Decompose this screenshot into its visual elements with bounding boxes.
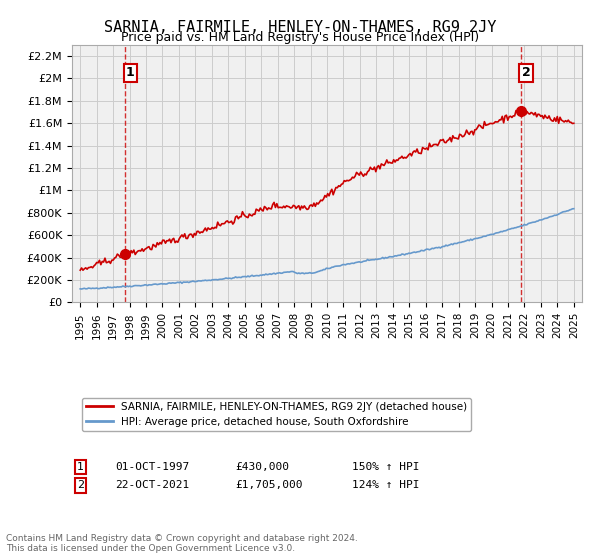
Text: SARNIA, FAIRMILE, HENLEY-ON-THAMES, RG9 2JY: SARNIA, FAIRMILE, HENLEY-ON-THAMES, RG9 …	[104, 20, 496, 35]
Text: 124% ↑ HPI: 124% ↑ HPI	[353, 480, 420, 491]
Text: 1: 1	[77, 462, 84, 472]
Text: £1,705,000: £1,705,000	[235, 480, 303, 491]
Legend: SARNIA, FAIRMILE, HENLEY-ON-THAMES, RG9 2JY (detached house), HPI: Average price: SARNIA, FAIRMILE, HENLEY-ON-THAMES, RG9 …	[82, 398, 471, 431]
Text: 22-OCT-2021: 22-OCT-2021	[115, 480, 190, 491]
Text: 2: 2	[521, 66, 530, 80]
Text: 2: 2	[77, 480, 84, 491]
Text: £430,000: £430,000	[235, 462, 289, 472]
Text: 150% ↑ HPI: 150% ↑ HPI	[353, 462, 420, 472]
Text: Price paid vs. HM Land Registry's House Price Index (HPI): Price paid vs. HM Land Registry's House …	[121, 31, 479, 44]
Text: Contains HM Land Registry data © Crown copyright and database right 2024.
This d: Contains HM Land Registry data © Crown c…	[6, 534, 358, 553]
Text: 01-OCT-1997: 01-OCT-1997	[115, 462, 190, 472]
Text: 1: 1	[126, 66, 135, 80]
